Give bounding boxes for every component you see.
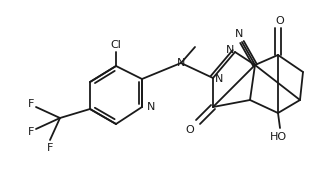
Text: F: F (28, 99, 34, 109)
Text: N: N (177, 58, 185, 68)
Text: O: O (276, 16, 284, 26)
Text: O: O (186, 125, 194, 135)
Text: F: F (28, 127, 34, 137)
Text: HO: HO (269, 132, 287, 142)
Text: F: F (47, 143, 53, 153)
Text: N: N (235, 29, 243, 39)
Text: N: N (147, 102, 155, 112)
Text: N: N (215, 74, 223, 84)
Text: Cl: Cl (111, 40, 122, 50)
Text: N: N (226, 45, 234, 55)
